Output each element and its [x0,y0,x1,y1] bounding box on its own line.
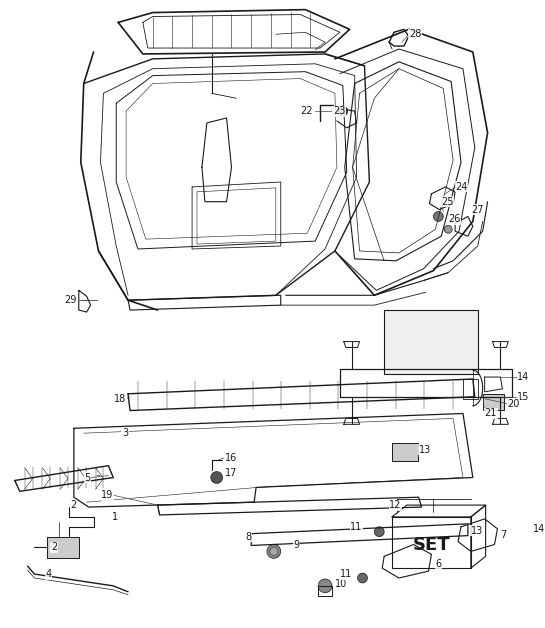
Circle shape [211,472,222,484]
Circle shape [338,106,348,116]
Text: 14: 14 [534,524,545,534]
Text: 24: 24 [455,182,468,192]
Text: 29: 29 [64,295,77,305]
Circle shape [358,573,367,583]
Text: 6: 6 [435,559,441,569]
Circle shape [318,579,332,593]
Text: 11: 11 [350,522,362,532]
Bar [483,394,504,409]
Text: 13: 13 [419,445,431,455]
Bar [384,310,478,374]
Text: 2: 2 [71,500,77,510]
Text: 3: 3 [122,428,128,438]
Text: 15: 15 [517,392,530,402]
Circle shape [267,544,281,558]
Text: 23: 23 [333,106,346,116]
Text: 28: 28 [409,30,421,39]
Text: 14: 14 [517,372,529,382]
Text: SET: SET [413,536,450,553]
Text: 8: 8 [245,532,251,541]
Text: 7: 7 [500,529,507,539]
Text: 4: 4 [45,569,51,579]
Text: 18: 18 [114,394,126,404]
Text: 1: 1 [112,512,118,522]
Text: 12: 12 [389,500,402,510]
Text: 17: 17 [225,468,237,477]
Text: 13: 13 [471,526,483,536]
Text: 10: 10 [335,579,347,589]
Circle shape [270,548,278,555]
Circle shape [444,225,452,233]
Text: 16: 16 [225,453,237,463]
Text: 2: 2 [51,543,57,553]
Text: 25: 25 [441,197,454,207]
Text: 27: 27 [471,205,483,215]
Text: 11: 11 [341,569,353,579]
Bar [392,443,417,461]
Text: 5: 5 [84,472,90,482]
Text: 20: 20 [507,399,520,409]
Text: 26: 26 [448,214,461,224]
Text: 9: 9 [294,539,300,550]
Text: 19: 19 [101,490,113,501]
Bar [47,536,79,558]
Circle shape [374,527,384,536]
Text: 21: 21 [485,408,497,418]
Circle shape [433,212,443,222]
Text: 22: 22 [301,106,313,116]
